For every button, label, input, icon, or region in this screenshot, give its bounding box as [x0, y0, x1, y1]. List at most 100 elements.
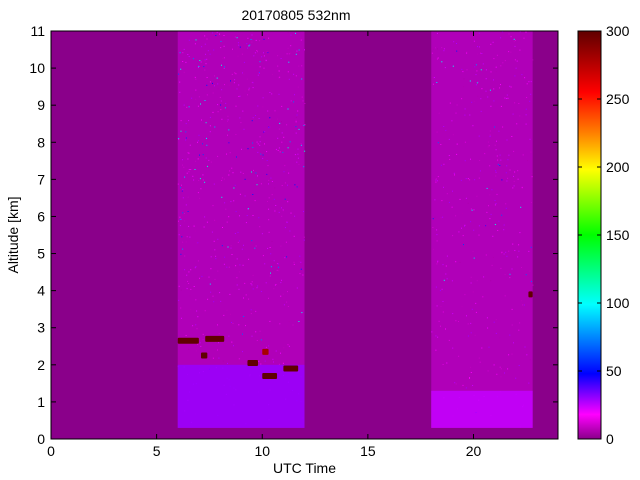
noise-speckle	[525, 123, 527, 125]
noise-speckle	[209, 116, 211, 118]
noise-speckle	[473, 209, 475, 211]
noise-speckle	[523, 71, 525, 73]
noise-speckle	[218, 342, 219, 344]
noise-speckle	[238, 96, 240, 97]
noise-speckle	[286, 221, 288, 223]
noise-speckle	[499, 154, 501, 156]
noise-speckle	[197, 260, 199, 262]
noise-speckle	[235, 211, 237, 213]
noise-speckle	[198, 134, 200, 136]
noise-speckle	[489, 218, 491, 220]
noise-speckle	[209, 53, 211, 55]
noise-speckle	[473, 229, 475, 231]
noise-speckle	[461, 227, 462, 229]
noise-speckle	[495, 71, 497, 73]
noise-speckle	[234, 79, 236, 81]
cloud-layer	[262, 372, 278, 379]
noise-speckle	[278, 147, 280, 149]
noise-speckle	[248, 45, 250, 47]
noise-speckle	[221, 180, 223, 181]
noise-speckle	[485, 225, 487, 227]
noise-speckle	[514, 45, 516, 47]
noise-speckle	[440, 325, 441, 327]
noise-speckle	[466, 315, 467, 317]
noise-speckle	[437, 176, 439, 178]
noise-speckle	[224, 178, 225, 180]
noise-speckle	[519, 49, 521, 51]
noise-speckle	[188, 152, 190, 154]
noise-speckle	[227, 134, 228, 136]
noise-speckle	[297, 110, 299, 112]
noise-speckle	[204, 100, 206, 101]
noise-speckle	[287, 184, 288, 186]
noise-speckle	[290, 212, 292, 214]
noise-speckle	[283, 304, 285, 306]
noise-speckle	[463, 78, 465, 80]
noise-speckle	[188, 348, 190, 350]
noise-speckle	[497, 159, 499, 161]
noise-speckle	[481, 88, 483, 90]
noise-speckle	[242, 110, 244, 112]
noise-speckle	[435, 179, 437, 181]
noise-speckle	[195, 98, 197, 100]
noise-speckle	[493, 100, 495, 102]
noise-speckle	[197, 343, 199, 345]
noise-speckle	[452, 235, 454, 237]
noise-speckle	[197, 192, 199, 194]
noise-speckle	[251, 34, 253, 36]
noise-speckle	[276, 263, 278, 265]
noise-speckle	[181, 236, 183, 238]
noise-speckle	[210, 291, 212, 293]
noise-speckle	[206, 144, 208, 146]
noise-speckle	[284, 165, 286, 167]
noise-speckle	[178, 220, 179, 222]
noise-speckle	[243, 244, 244, 246]
noise-speckle	[511, 308, 513, 310]
noise-speckle	[274, 210, 276, 212]
noise-speckle	[507, 97, 509, 99]
noise-speckle	[193, 225, 195, 227]
noise-speckle	[440, 217, 442, 219]
noise-speckle	[452, 65, 454, 67]
noise-speckle	[187, 211, 189, 212]
noise-speckle	[303, 124, 305, 126]
noise-speckle	[462, 384, 464, 386]
noise-speckle	[234, 36, 236, 38]
noise-speckle	[228, 266, 230, 268]
noise-speckle	[463, 244, 464, 246]
noise-speckle	[510, 86, 512, 88]
noise-speckle	[213, 301, 215, 303]
noise-speckle	[531, 280, 532, 282]
noise-speckle	[185, 241, 187, 243]
colorbar-ticks: 0 50 100 150 200 250 300	[578, 23, 630, 447]
noise-speckle	[458, 321, 459, 322]
noise-speckle	[506, 180, 508, 182]
colorbar-tick-label: 150	[606, 227, 630, 243]
noise-speckle	[512, 113, 514, 115]
noise-speckle	[446, 255, 448, 257]
noise-speckle	[437, 180, 438, 182]
noise-speckle	[202, 339, 204, 341]
noise-speckle	[254, 247, 256, 249]
noise-speckle	[441, 288, 443, 290]
noise-speckle	[441, 61, 443, 63]
noise-speckle	[452, 313, 454, 315]
noise-speckle	[191, 97, 193, 99]
noise-speckle	[499, 366, 501, 368]
noise-speckle	[232, 48, 233, 50]
noise-speckle	[521, 187, 523, 189]
noise-speckle	[224, 84, 225, 86]
noise-speckle	[192, 175, 194, 177]
noise-speckle	[436, 131, 438, 133]
noise-speckle	[255, 115, 256, 116]
noise-speckle	[219, 33, 220, 35]
noise-speckle	[278, 93, 280, 95]
noise-speckle	[197, 105, 199, 107]
noise-speckle	[187, 127, 189, 128]
noise-speckle	[488, 346, 490, 348]
noise-speckle	[259, 141, 261, 143]
noise-speckle	[440, 144, 442, 145]
noise-speckle	[195, 160, 197, 162]
noise-speckle	[289, 230, 291, 232]
noise-speckle	[436, 263, 438, 265]
